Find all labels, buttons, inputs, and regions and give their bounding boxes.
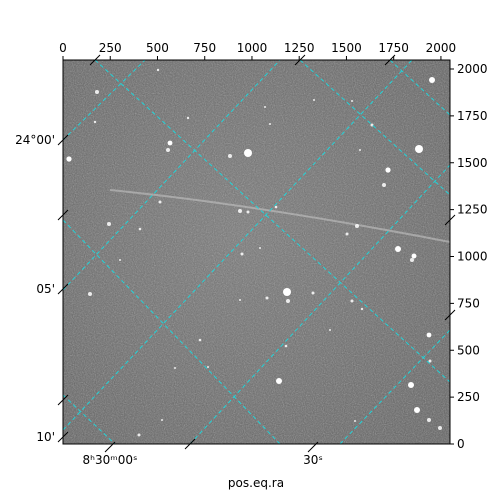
coordinate-grid <box>63 60 450 444</box>
top-tick-label: 250 <box>99 41 122 55</box>
bottom-axis-label: pos.eq.ra <box>228 476 284 490</box>
star <box>137 433 141 437</box>
right-tick-label: 1500 <box>457 156 488 170</box>
top-tick-label: 0 <box>59 41 67 55</box>
star-field <box>66 68 442 437</box>
star <box>138 227 142 231</box>
top-tick-label: 500 <box>146 41 169 55</box>
star <box>313 99 315 101</box>
star <box>414 407 420 413</box>
star <box>66 156 72 162</box>
grid-line <box>94 60 450 383</box>
bottom-tick-label: 30ˢ <box>303 453 323 467</box>
star <box>265 296 269 300</box>
star <box>269 123 271 125</box>
star <box>93 120 97 124</box>
left-dec-axis: 24°00' 05' 10' <box>15 133 456 444</box>
left-tick-label: 10' <box>36 430 55 444</box>
star <box>283 288 291 296</box>
star <box>158 200 162 204</box>
plot-frame <box>62 59 451 445</box>
right-pixel-axis: 0 250 500 750 1000 1250 1500 1750 2000 <box>450 62 488 451</box>
star <box>239 299 241 301</box>
star <box>286 299 290 303</box>
right-tick-label: 750 <box>457 296 480 310</box>
star <box>354 420 356 422</box>
star <box>274 205 278 209</box>
star <box>88 292 92 296</box>
star <box>355 224 359 228</box>
star <box>359 149 361 151</box>
star <box>438 426 442 430</box>
star <box>246 210 250 214</box>
top-tick-label: 750 <box>193 41 216 55</box>
grid-line <box>63 219 281 444</box>
top-tick-label: 1250 <box>284 41 315 55</box>
star <box>311 291 315 295</box>
grid-line <box>63 60 146 141</box>
grid-line <box>339 329 450 444</box>
star <box>382 183 386 187</box>
top-tick-label: 1750 <box>378 41 409 55</box>
grid-line <box>63 60 413 431</box>
star <box>360 307 364 311</box>
star <box>345 232 349 236</box>
star <box>228 154 232 158</box>
top-tick-label: 2000 <box>426 41 457 55</box>
star <box>350 299 354 303</box>
right-tick-label: 500 <box>457 343 480 357</box>
star <box>240 252 244 256</box>
grid-line <box>63 60 281 291</box>
star <box>156 68 160 72</box>
star <box>410 258 414 262</box>
star <box>198 338 202 342</box>
star <box>408 382 414 388</box>
star <box>385 167 391 173</box>
left-tick-label: 05' <box>36 282 55 296</box>
grid-line <box>63 394 116 444</box>
star <box>264 106 266 108</box>
image-panel[interactable] <box>63 60 450 444</box>
star <box>238 209 242 213</box>
star <box>429 77 435 83</box>
star <box>351 100 353 102</box>
star <box>174 367 176 369</box>
grid-line <box>299 60 450 196</box>
star <box>167 140 173 146</box>
right-tick-label: 1250 <box>457 203 488 217</box>
grid-line <box>189 164 450 444</box>
bottom-tick-label: 8ʰ30ᵐ00ˢ <box>83 453 138 467</box>
star <box>427 418 431 422</box>
star <box>411 253 417 259</box>
right-tick-label: 250 <box>457 390 480 404</box>
right-tick-label: 1750 <box>457 109 488 123</box>
star <box>95 90 99 94</box>
star <box>186 116 190 120</box>
left-tick-label: 24°00' <box>15 133 55 147</box>
star <box>395 246 401 252</box>
star <box>426 332 432 338</box>
star <box>329 329 331 331</box>
top-tick-label: 1500 <box>331 41 362 55</box>
star <box>244 149 252 157</box>
star <box>284 344 288 348</box>
star <box>119 259 121 261</box>
star <box>259 247 261 249</box>
right-tick-label: 0 <box>457 437 465 451</box>
star <box>428 359 432 363</box>
top-tick-label: 1000 <box>237 41 268 55</box>
top-pixel-axis: 0 250 500 750 1000 1250 1500 1750 2000 <box>59 41 456 60</box>
star <box>166 148 170 152</box>
star <box>207 366 209 368</box>
bottom-ra-axis: 8ʰ30ᵐ00ˢ 30ˢ <box>83 54 396 467</box>
star <box>161 419 163 421</box>
right-tick-label: 2000 <box>457 62 488 76</box>
star <box>415 145 423 153</box>
star <box>276 378 282 384</box>
right-tick-label: 1000 <box>457 250 488 264</box>
star <box>107 222 111 226</box>
